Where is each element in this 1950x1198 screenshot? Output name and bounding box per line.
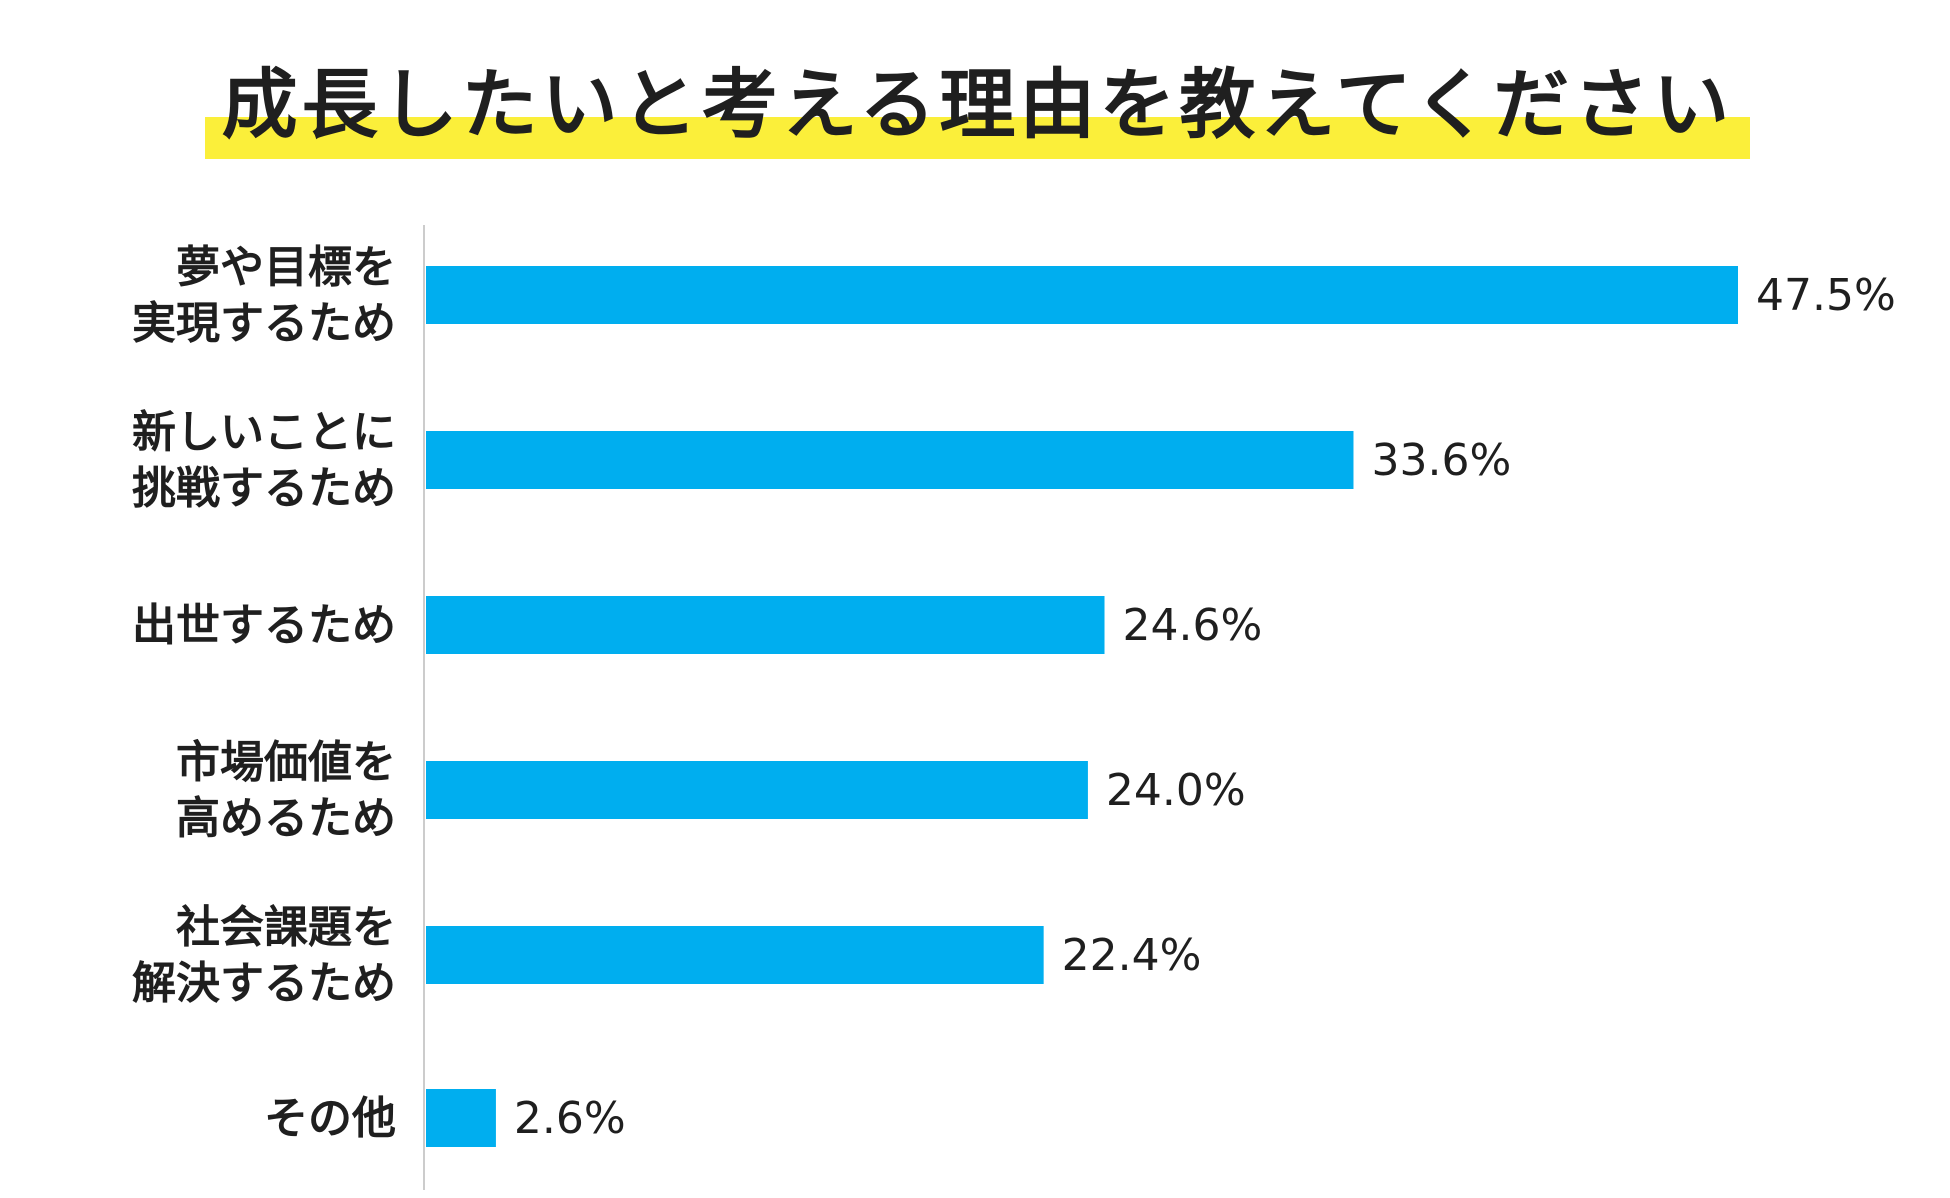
title-highlight-bar	[205, 117, 1750, 159]
category-label-4-line-1: 解決するため	[132, 958, 396, 1009]
value-labels-group: 47.5% 33.6% 24.6% 24.0% 22.4% 2.6%	[514, 270, 1896, 1144]
bars-group	[426, 266, 1738, 1147]
bar-2	[426, 596, 1105, 654]
category-label-0-line-1: 実現するため	[132, 298, 396, 349]
category-label-4-line-0: 社会課題を	[176, 902, 396, 953]
category-label-1-line-0: 新しいことに	[132, 407, 396, 458]
category-label-1-line-1: 挑戦するため	[132, 463, 396, 514]
value-label-1: 33.6%	[1371, 435, 1511, 486]
bar-4	[426, 926, 1044, 984]
bar-0	[426, 266, 1738, 324]
bar-1	[426, 431, 1354, 489]
category-label-5-line-0: その他	[264, 1093, 396, 1144]
value-label-2: 24.6%	[1123, 600, 1263, 651]
category-label-3-line-1: 高めるため	[176, 793, 396, 844]
chart-title-block: 成長したいと考える理由を教えてください	[205, 55, 1750, 165]
category-label-2-line-0: 出世するため	[132, 600, 396, 651]
category-label-3-line-0: 市場価値を	[176, 737, 396, 788]
category-label-0-line-0: 夢や目標を	[176, 242, 396, 293]
value-label-3: 24.0%	[1106, 765, 1246, 816]
chart-title: 成長したいと考える理由を教えてください	[221, 60, 1734, 149]
value-label-5: 2.6%	[514, 1093, 626, 1144]
category-labels-group: 夢や目標を実現するため新しいことに挑戦するため出世するため市場価値を高めるため社…	[132, 242, 396, 1144]
value-label-4: 22.4%	[1062, 930, 1202, 981]
value-label-0: 47.5%	[1756, 270, 1896, 321]
bar-3	[426, 761, 1088, 819]
bar-5	[426, 1089, 496, 1147]
